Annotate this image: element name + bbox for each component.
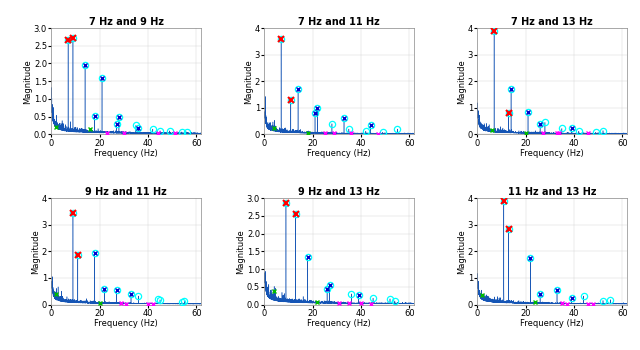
Y-axis label: Magnitude: Magnitude (457, 59, 467, 104)
Y-axis label: Magnitude: Magnitude (236, 229, 245, 274)
Title: 9 Hz and 11 Hz: 9 Hz and 11 Hz (85, 187, 167, 197)
Title: 7 Hz and 9 Hz: 7 Hz and 9 Hz (89, 17, 164, 27)
Title: 9 Hz and 13 Hz: 9 Hz and 13 Hz (298, 187, 380, 197)
Y-axis label: Magnitude: Magnitude (244, 59, 253, 104)
Y-axis label: Magnitude: Magnitude (457, 229, 467, 274)
X-axis label: Frequency (Hz): Frequency (Hz) (307, 149, 371, 158)
Title: 7 Hz and 11 Hz: 7 Hz and 11 Hz (298, 17, 380, 27)
Y-axis label: Magnitude: Magnitude (24, 59, 33, 104)
Title: 7 Hz and 13 Hz: 7 Hz and 13 Hz (511, 17, 593, 27)
Title: 11 Hz and 13 Hz: 11 Hz and 13 Hz (508, 187, 596, 197)
X-axis label: Frequency (Hz): Frequency (Hz) (520, 149, 584, 158)
X-axis label: Frequency (Hz): Frequency (Hz) (94, 319, 158, 328)
X-axis label: Frequency (Hz): Frequency (Hz) (307, 319, 371, 328)
X-axis label: Frequency (Hz): Frequency (Hz) (520, 319, 584, 328)
X-axis label: Frequency (Hz): Frequency (Hz) (94, 149, 158, 158)
Y-axis label: Magnitude: Magnitude (31, 229, 40, 274)
